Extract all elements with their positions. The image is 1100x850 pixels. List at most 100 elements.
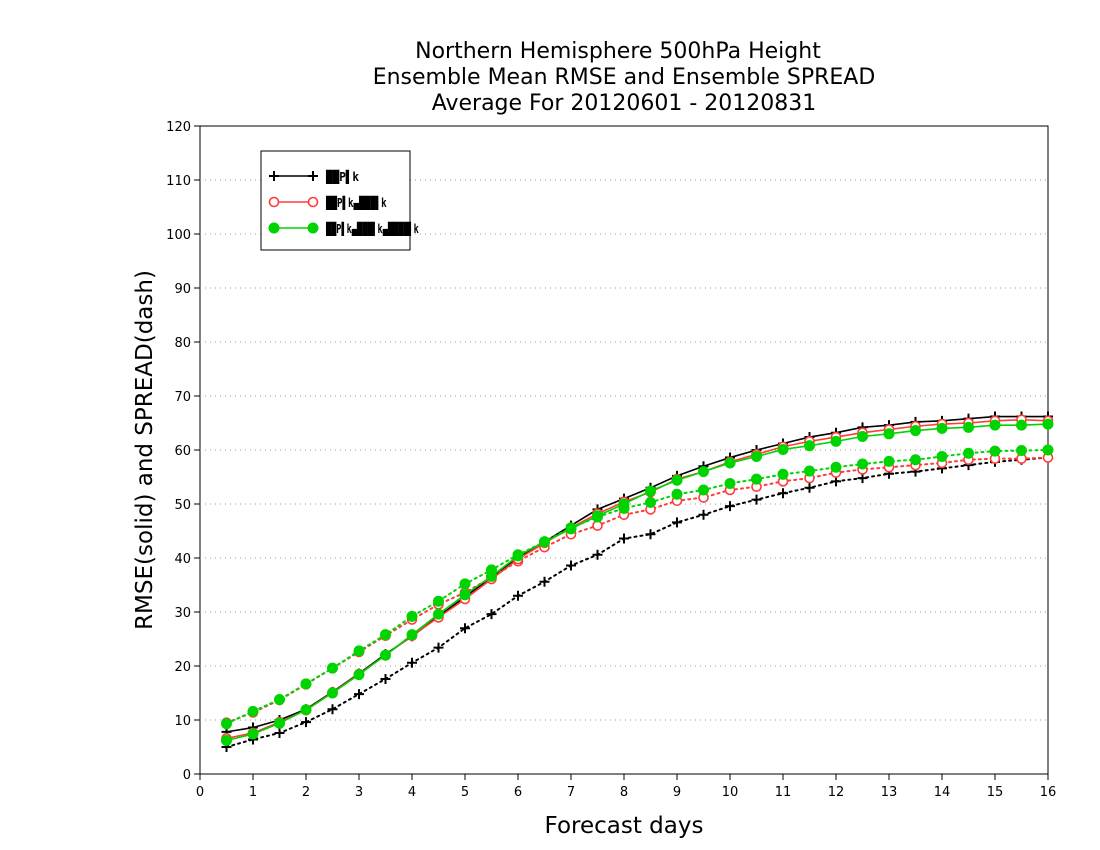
series-3 xyxy=(221,418,1054,747)
series-1-spread-point xyxy=(645,529,656,540)
series-1-spread-point xyxy=(804,482,815,493)
series-3-rmse-point xyxy=(1042,418,1054,430)
series-1-spread-point xyxy=(433,642,444,653)
series-3-rmse-point xyxy=(618,498,630,510)
x-tick-label: 15 xyxy=(987,785,1004,800)
series-1-spread-point xyxy=(725,501,735,512)
series-1-spread-point xyxy=(380,673,391,684)
series-1-spread-line xyxy=(225,456,1049,748)
x-axis-label: Forecast days xyxy=(545,813,704,839)
series-3-spread-point xyxy=(247,705,259,717)
x-tick-label: 16 xyxy=(1040,785,1057,800)
legend-label: ██P▌k xyxy=(325,169,360,184)
series-3-rmse-point xyxy=(804,440,815,452)
series-3-rmse-point xyxy=(883,428,895,440)
series-1-spread-point xyxy=(672,517,682,528)
series-3-rmse-line xyxy=(226,423,1049,742)
series-3-rmse-point xyxy=(592,510,603,522)
y-tick-label: 10 xyxy=(174,714,191,729)
x-tick-label: 4 xyxy=(408,785,416,800)
y-tick-label: 40 xyxy=(174,552,191,567)
legend-marker xyxy=(307,196,319,208)
series-3-spread-point xyxy=(989,445,1001,457)
series-1-spread-point xyxy=(619,533,629,544)
legend-label: ██P▌k▄███▌k xyxy=(325,195,387,210)
chart-title-line-2: Ensemble Mean RMSE and Ensemble SPREAD xyxy=(373,65,876,90)
x-tick-label: 13 xyxy=(881,785,898,800)
series-3-rmse-point xyxy=(353,669,365,681)
series-1-spread-point xyxy=(486,609,497,620)
series-layer xyxy=(221,411,1054,752)
legend-item-2: ██P▌k▄███▌k xyxy=(268,195,387,210)
series-1-spread-point xyxy=(831,476,841,487)
series-3-spread-point xyxy=(777,468,789,480)
x-tick-label: 14 xyxy=(934,785,951,800)
series-3-rmse-point xyxy=(459,589,471,601)
y-tick-label: 70 xyxy=(174,390,191,405)
series-1-spread-point xyxy=(301,717,311,728)
series-3-spread-point xyxy=(910,454,921,466)
legend-item-1: ██P▌k xyxy=(269,169,360,184)
y-tick-label: 120 xyxy=(166,120,191,135)
series-3-rmse-point xyxy=(857,431,868,442)
series-3-rmse-point xyxy=(433,608,444,620)
series-1-spread-point xyxy=(274,727,285,738)
series-1-spread-point xyxy=(566,560,576,571)
x-tick-label: 3 xyxy=(355,785,363,800)
legend-label: ██P▌k▄███▌k▄████▌k xyxy=(325,221,419,236)
series-1-spread-point xyxy=(857,473,868,484)
series-3-rmse-point xyxy=(671,474,683,486)
series-3-rmse-point xyxy=(539,536,550,548)
legend-marker xyxy=(268,196,280,208)
series-3-spread-point xyxy=(698,484,709,496)
series-3-rmse-point xyxy=(1016,419,1027,431)
series-3-rmse-point xyxy=(221,735,232,747)
series-1 xyxy=(221,411,1053,752)
legend-items: ██P▌k ██P▌k▄███▌k ██P▌k▄███▌k▄████▌k xyxy=(268,169,419,236)
series-3-spread-point xyxy=(1042,444,1054,456)
series-1-spread-point xyxy=(513,590,523,601)
series-3-spread-point xyxy=(433,595,444,607)
series-1-spread-point xyxy=(407,657,417,668)
legend-item-3: ██P▌k▄███▌k▄████▌k xyxy=(268,221,419,236)
x-tick-label: 5 xyxy=(461,785,469,800)
x-tick-label: 2 xyxy=(302,785,310,800)
y-tick-label: 0 xyxy=(183,768,191,783)
series-1-spread-point xyxy=(460,623,470,634)
series-3-rmse-point xyxy=(486,570,497,582)
series-3-spread-point xyxy=(459,578,471,590)
series-3-rmse-point xyxy=(380,649,391,661)
y-tick-label: 110 xyxy=(166,174,191,189)
series-3-spread-point xyxy=(830,461,842,473)
series-3-spread-point xyxy=(963,447,974,459)
legend-marker xyxy=(268,222,280,234)
series-3-spread-point xyxy=(724,477,736,489)
x-tick-label: 10 xyxy=(722,785,739,800)
series-2-rmse-line xyxy=(226,418,1049,740)
series-3-rmse-point xyxy=(724,457,736,469)
series-3-rmse-point xyxy=(989,419,1001,431)
series-3-rmse-point xyxy=(406,629,418,641)
x-tick-label: 11 xyxy=(775,785,792,800)
y-tick-label: 100 xyxy=(166,228,191,243)
x-tick-label: 7 xyxy=(567,785,575,800)
series-3-spread-point xyxy=(221,718,232,730)
series-3-rmse-point xyxy=(936,422,948,434)
series-3-spread-line xyxy=(225,449,1049,725)
x-tick-label: 1 xyxy=(249,785,257,800)
series-1-spread-point xyxy=(327,704,338,715)
legend-marker xyxy=(308,171,318,181)
series-3-spread-point xyxy=(936,450,948,462)
y-tick-label: 50 xyxy=(174,498,191,513)
y-axis-ticks: 0 10 20 30 40 50 60 70 80 90 100 110 120 xyxy=(166,120,200,783)
x-tick-label: 6 xyxy=(514,785,522,800)
y-axis-label: RMSE(solid) and SPREAD(dash) xyxy=(132,270,158,630)
legend-marker xyxy=(269,171,279,181)
series-3-spread-point xyxy=(380,629,391,641)
series-3-spread-point xyxy=(645,496,656,508)
series-3-rmse-point xyxy=(698,466,709,478)
y-tick-label: 90 xyxy=(174,282,191,297)
series-3-rmse-point xyxy=(565,523,577,535)
series-3-spread-point xyxy=(300,678,312,690)
